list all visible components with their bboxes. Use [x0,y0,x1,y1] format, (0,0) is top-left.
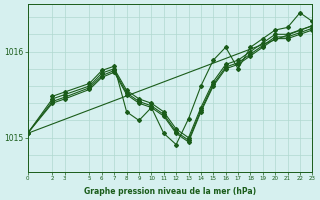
X-axis label: Graphe pression niveau de la mer (hPa): Graphe pression niveau de la mer (hPa) [84,187,256,196]
